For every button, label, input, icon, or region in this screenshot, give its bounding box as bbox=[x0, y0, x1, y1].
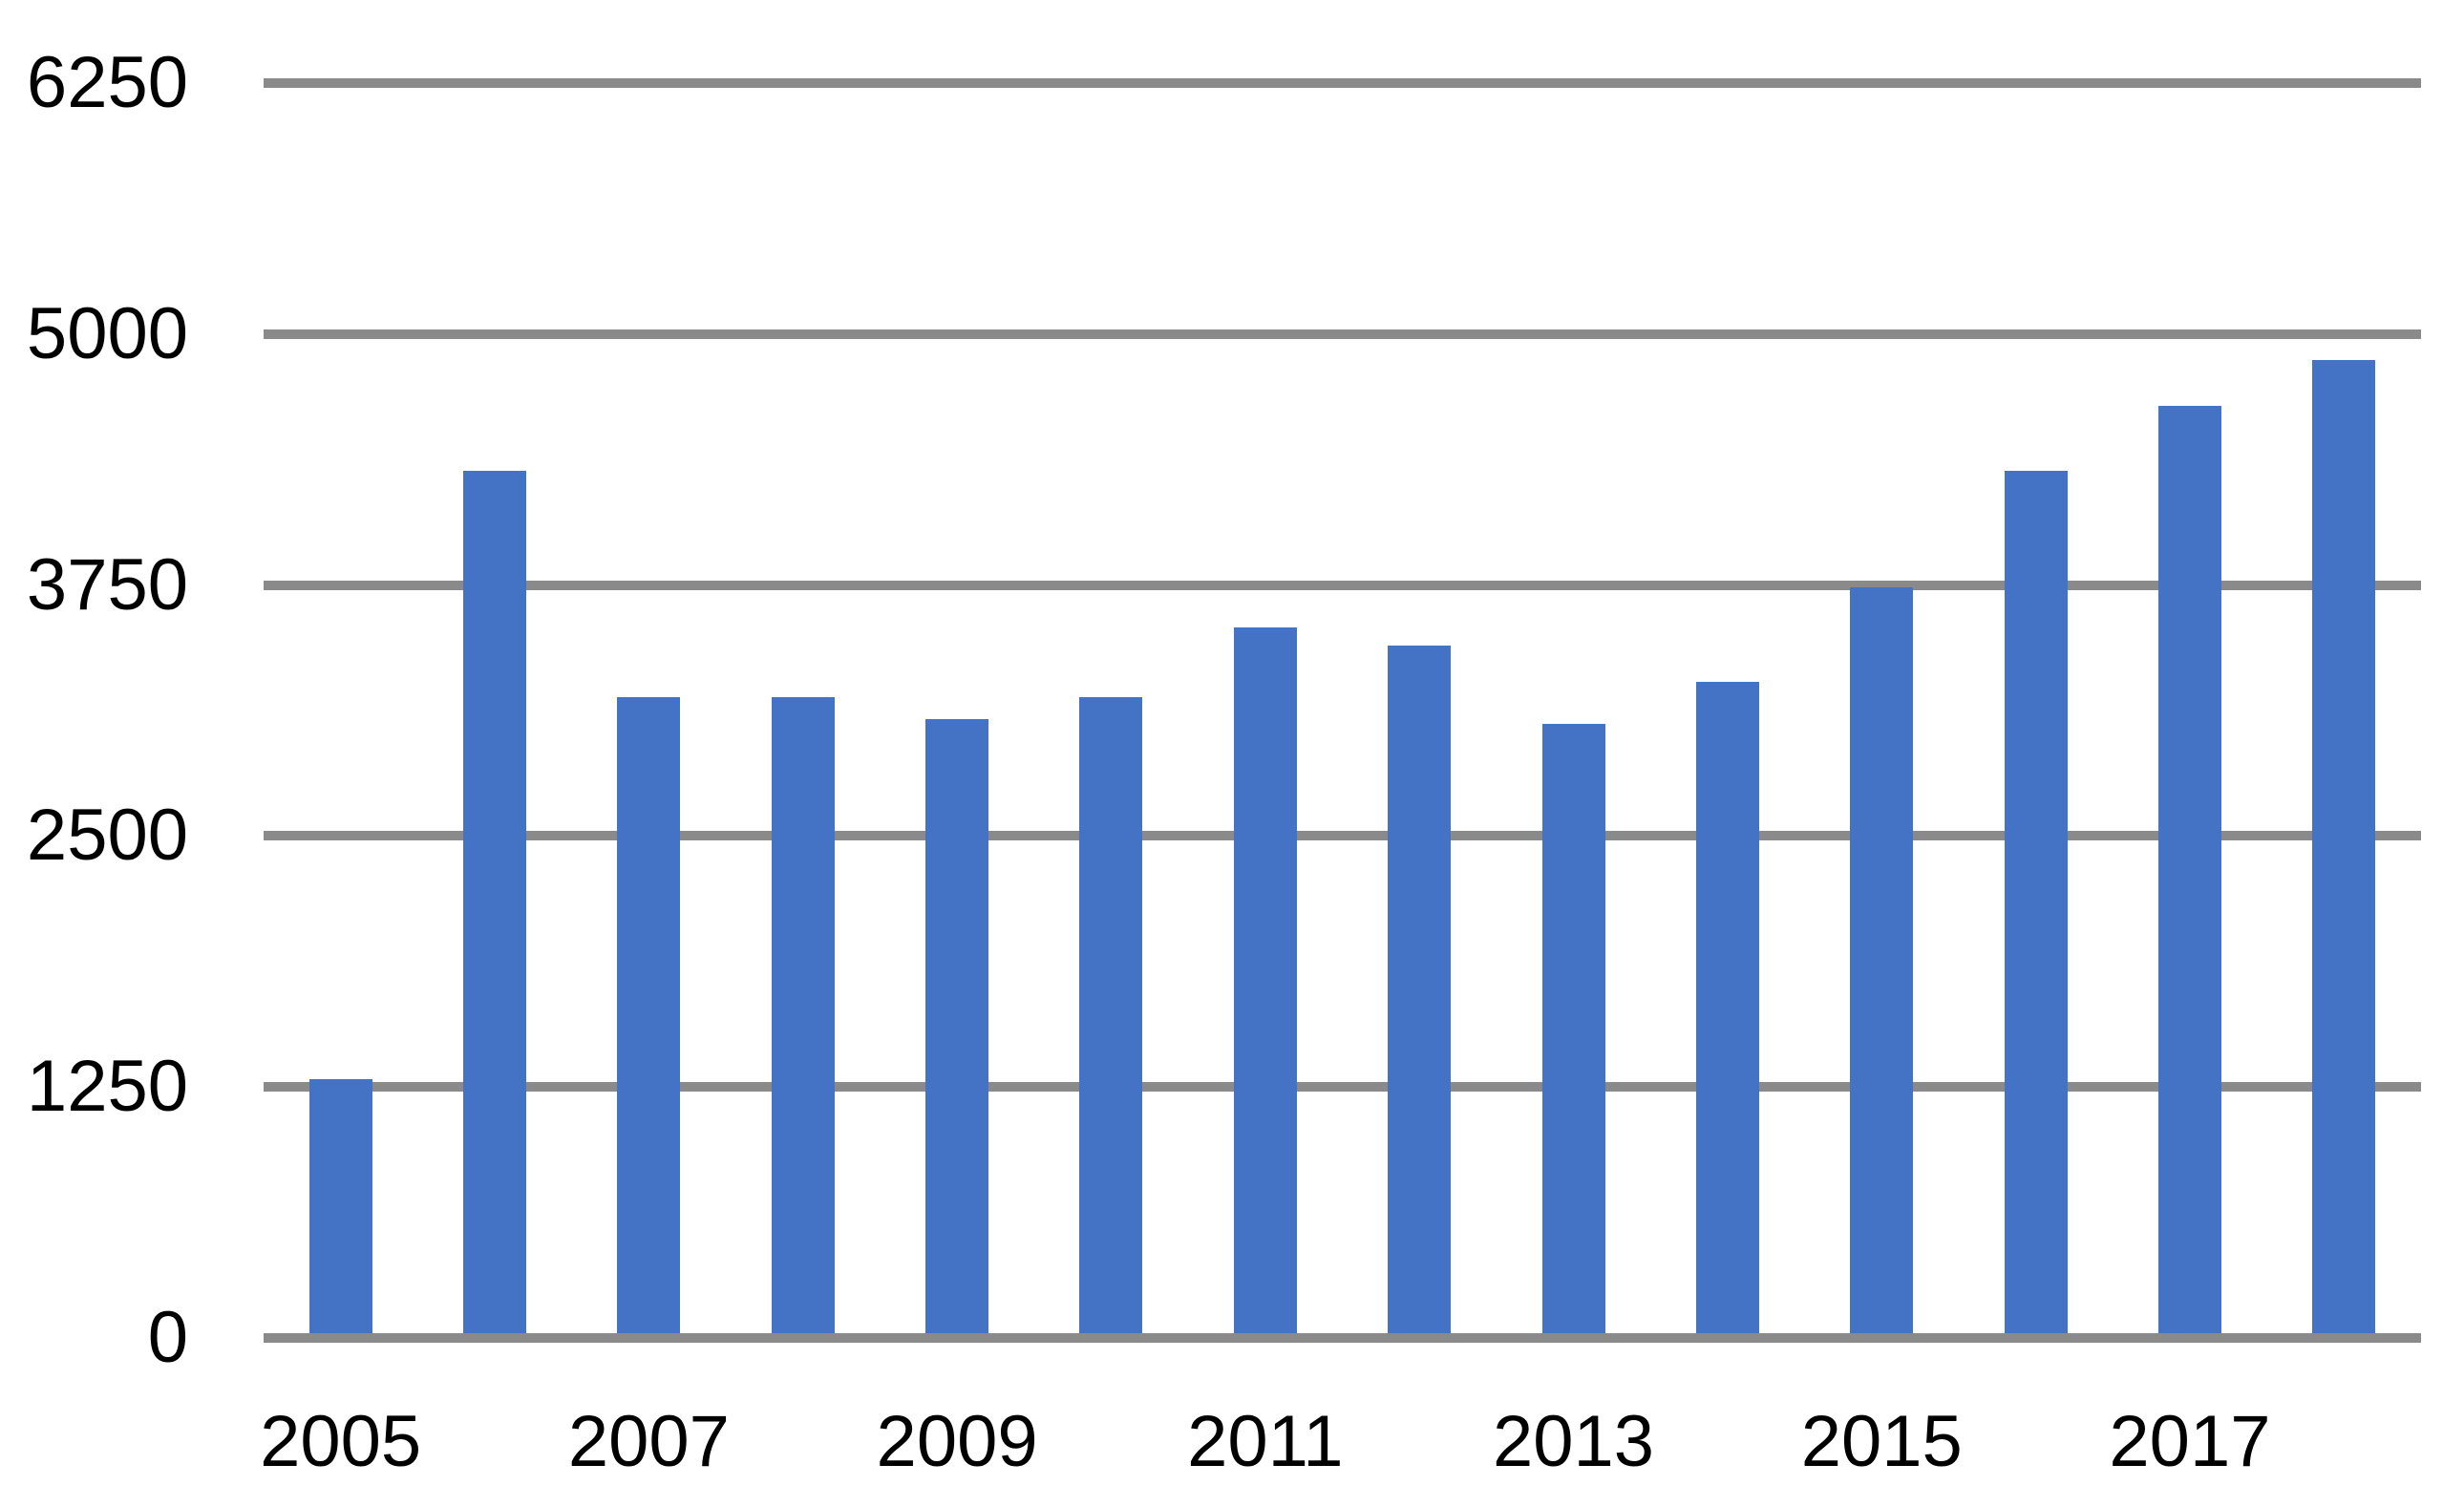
bar-2017 bbox=[2157, 406, 2221, 1338]
x-tick-label-2005: 2005 bbox=[260, 1401, 422, 1482]
y-tick-label-0: 0 bbox=[147, 1297, 188, 1378]
bar-2010 bbox=[1079, 697, 1143, 1338]
x-tick-label-2013: 2013 bbox=[1492, 1401, 1655, 1482]
bar-2005 bbox=[308, 1078, 372, 1338]
y-tick-label-1250: 1250 bbox=[26, 1046, 188, 1128]
gridline-2500 bbox=[264, 831, 2421, 841]
bar-2013 bbox=[1541, 723, 1605, 1338]
x-tick-label-2017: 2017 bbox=[2109, 1401, 2271, 1482]
bar-2009 bbox=[925, 719, 989, 1338]
gridline-6250 bbox=[264, 78, 2421, 88]
x-tick-label-2007: 2007 bbox=[567, 1401, 730, 1482]
bar-2018 bbox=[2312, 360, 2376, 1338]
bar-2006 bbox=[463, 470, 527, 1338]
y-tick-label-2500: 2500 bbox=[26, 795, 188, 877]
gridline-5000 bbox=[264, 329, 2421, 339]
bar-2015 bbox=[1850, 586, 1914, 1338]
bar-2014 bbox=[1695, 681, 1759, 1338]
bar-2008 bbox=[771, 697, 835, 1338]
bar-2011 bbox=[1233, 626, 1297, 1338]
gridline-1250 bbox=[264, 1082, 2421, 1093]
y-tick-label-6250: 6250 bbox=[26, 42, 188, 123]
x-tick-label-2009: 2009 bbox=[876, 1401, 1038, 1482]
gridline-3750 bbox=[264, 580, 2421, 590]
y-tick-label-5000: 5000 bbox=[26, 292, 188, 374]
bar-2016 bbox=[2004, 470, 2068, 1338]
y-tick-label-3750: 3750 bbox=[26, 543, 188, 626]
bar-2007 bbox=[617, 697, 681, 1338]
bar-2012 bbox=[1388, 645, 1452, 1338]
x-axis-line bbox=[264, 1333, 2421, 1343]
x-tick-label-2015: 2015 bbox=[1800, 1401, 1963, 1482]
x-tick-label-2011: 2011 bbox=[1187, 1401, 1344, 1482]
